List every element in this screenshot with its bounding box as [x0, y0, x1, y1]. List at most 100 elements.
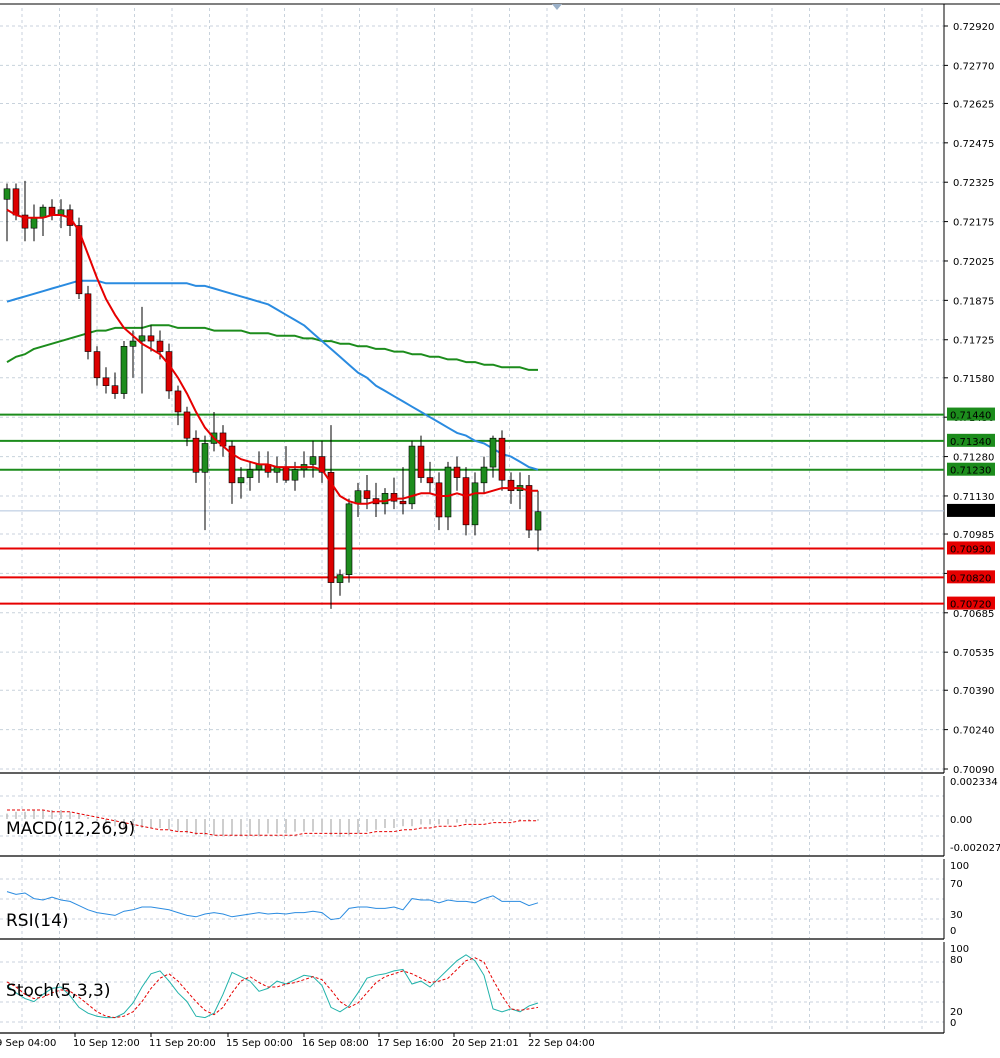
- candle[interactable]: [201, 443, 209, 473]
- rsi-line: [6, 891, 539, 921]
- price-axis-label: 0.72920: [953, 22, 994, 33]
- candle[interactable]: [480, 466, 488, 484]
- candle[interactable]: [309, 456, 317, 465]
- candle[interactable]: [192, 437, 200, 473]
- candle[interactable]: [318, 456, 326, 473]
- support-level-tag-label: 0.70820: [950, 573, 991, 584]
- resistance-level-tag: [947, 407, 995, 421]
- time-axis-label: 16 Sep 08:00: [302, 1038, 369, 1049]
- candle[interactable]: [534, 511, 542, 531]
- macd-axis-label: 0.00: [950, 815, 972, 826]
- time-axis-label: 10 Sep 12:00: [73, 1038, 140, 1049]
- price-axis-label: 0.71725: [953, 336, 994, 347]
- stoch-axis-label: 80: [950, 955, 963, 966]
- candle[interactable]: [138, 335, 146, 342]
- candle[interactable]: [471, 482, 479, 526]
- rsi-label: RSI(14): [6, 911, 69, 931]
- candle[interactable]: [444, 466, 452, 518]
- candle[interactable]: [336, 574, 344, 583]
- candle[interactable]: [327, 472, 335, 583]
- price-axis-label: 0.70685: [953, 609, 994, 620]
- candle[interactable]: [408, 445, 416, 505]
- macd-axis-label: -0.002027: [950, 843, 1000, 854]
- candle[interactable]: [282, 466, 290, 481]
- candle[interactable]: [129, 340, 137, 347]
- price-axis-label: 0.71130: [953, 492, 994, 503]
- macd-signal-line: [7, 809, 538, 836]
- resistance-level-tag: [947, 462, 995, 476]
- candle[interactable]: [165, 351, 173, 392]
- rsi-axis-label: 30: [950, 910, 963, 921]
- time-axis-label: 20 Sep 21:01: [452, 1038, 519, 1049]
- rsi-panel[interactable]: [6, 891, 539, 921]
- panel-frames: [0, 3, 1000, 1034]
- candle[interactable]: [453, 466, 461, 478]
- price-axis-label: 0.72770: [953, 61, 994, 72]
- support-level-tag: [947, 541, 995, 555]
- candle[interactable]: [435, 482, 443, 518]
- time-axis-label: 11 Sep 20:00: [149, 1038, 216, 1049]
- moving-average-fast: [6, 208, 538, 505]
- resistance-level-tag-label: 0.71440: [950, 411, 991, 422]
- resistance-level-tag-label: 0.71340: [950, 437, 991, 448]
- price-axis-label: 0.71875: [953, 296, 994, 307]
- candle[interactable]: [399, 500, 407, 505]
- candle[interactable]: [30, 217, 38, 229]
- candle[interactable]: [102, 377, 110, 386]
- macd-panel[interactable]: [6, 809, 539, 837]
- price-panel[interactable]: [0, 180, 944, 609]
- candle[interactable]: [345, 503, 353, 576]
- macd-axis-label: 0.002334: [950, 777, 998, 788]
- candle[interactable]: [498, 437, 506, 481]
- candle[interactable]: [228, 445, 236, 484]
- price-axis-label: 0.70090: [953, 765, 994, 776]
- price-axes: 0.72920 0.72770 0.72625 0.72475 0.72325 0.721…: [0, 22, 1000, 1049]
- candle[interactable]: [3, 188, 11, 200]
- candle[interactable]: [21, 214, 29, 229]
- candle[interactable]: [417, 445, 425, 478]
- candle[interactable]: [381, 493, 389, 505]
- time-axis-label: 22 Sep 04:00: [528, 1038, 595, 1049]
- stoch-panel[interactable]: [6, 954, 539, 1019]
- stoch-signal-line: [6, 957, 539, 1019]
- stoch-axis-label: 20: [950, 1007, 963, 1018]
- price-axis-label: 0.71280: [953, 453, 994, 464]
- candle[interactable]: [174, 390, 182, 413]
- candle[interactable]: [390, 493, 398, 502]
- candle[interactable]: [120, 346, 128, 394]
- candle[interactable]: [93, 351, 101, 379]
- price-axis-label: 0.72475: [953, 139, 994, 150]
- candle[interactable]: [84, 293, 92, 352]
- current-price-tag: [947, 503, 995, 517]
- candle[interactable]: [147, 335, 155, 342]
- candle[interactable]: [237, 477, 245, 484]
- candle[interactable]: [426, 477, 434, 484]
- candle[interactable]: [525, 485, 533, 531]
- candle[interactable]: [12, 188, 20, 216]
- candle[interactable]: [354, 490, 362, 505]
- resistance-level-tag: [947, 433, 995, 447]
- price-axis-label: 0.70240: [953, 726, 994, 737]
- price-axis-label: 0.72175: [953, 218, 994, 229]
- resistance-level-tag-label: 0.71230: [950, 466, 991, 477]
- candle[interactable]: [246, 469, 254, 478]
- candle[interactable]: [111, 385, 119, 394]
- candle[interactable]: [183, 411, 191, 439]
- chart-shift-marker[interactable]: [552, 4, 562, 10]
- rsi-axis-label: 100: [950, 861, 969, 872]
- candle[interactable]: [507, 479, 515, 492]
- candle[interactable]: [75, 225, 83, 295]
- candle[interactable]: [489, 437, 497, 468]
- candle[interactable]: [291, 469, 299, 481]
- support-level-tag-label: 0.70720: [950, 600, 991, 611]
- candle[interactable]: [363, 490, 371, 499]
- macd-label: MACD(12,26,9): [6, 819, 135, 839]
- moving-average-slow: [6, 324, 538, 371]
- price-axis-label: 0.70985: [953, 530, 994, 541]
- stoch-label: Stoch(5,3,3): [6, 981, 111, 1001]
- candle[interactable]: [462, 477, 470, 526]
- current-price-tag-label: 0.71073: [950, 507, 991, 518]
- candle[interactable]: [48, 206, 56, 216]
- candle[interactable]: [156, 340, 164, 352]
